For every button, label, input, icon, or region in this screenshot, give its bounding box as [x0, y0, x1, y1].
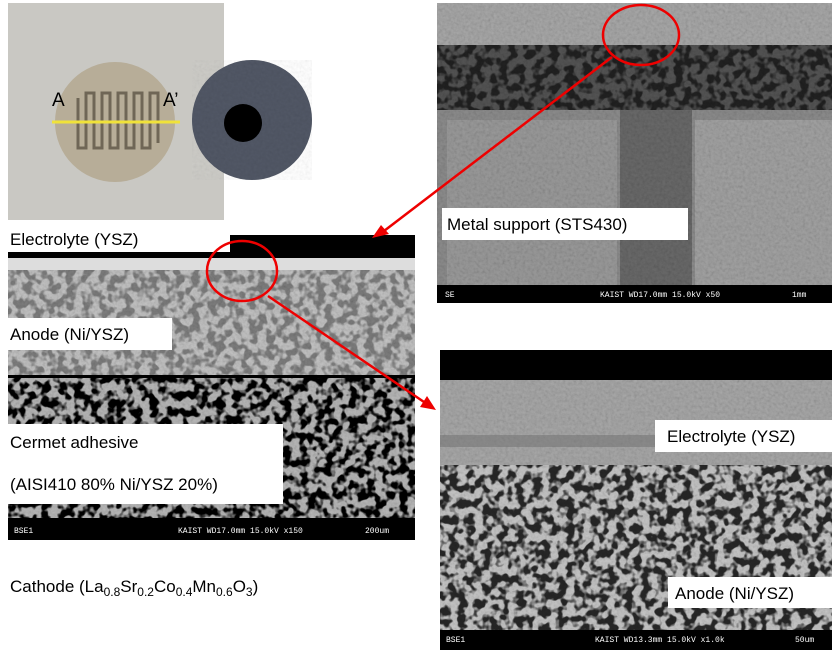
- text: Cathode (La: [10, 577, 104, 596]
- label: Metal support (STS430): [447, 215, 627, 234]
- sem-info: KAIST WD17.0mm 15.0kV x50: [600, 291, 720, 300]
- text: Mn: [192, 577, 216, 596]
- sem-image-right: Electrolyte (YSZ) Anode (Ni/YSZ) BSE1 KA…: [440, 350, 832, 650]
- sem-info: KAIST WD17.0mm 15.0kV x150: [178, 527, 303, 536]
- label: Electrolyte (YSZ): [10, 230, 138, 249]
- scale: 50um: [795, 636, 814, 645]
- detector: BSE1: [446, 636, 465, 645]
- label: Anode (Ni/YSZ): [675, 584, 794, 603]
- cathode-label: Cathode (La0.8Sr0.2Co0.4Mn0.6O3): [10, 577, 258, 599]
- page: A A’ Metal support (STS430) SE KAIST WD1…: [0, 0, 832, 653]
- sample-photo: A A’: [8, 3, 312, 220]
- text: Sr: [120, 577, 137, 596]
- section-label: A’: [163, 90, 178, 111]
- sem-image-top: Metal support (STS430) SE KAIST WD17.0mm…: [437, 3, 832, 303]
- sem-info: KAIST WD13.3mm 15.0kV x1.0k: [595, 636, 725, 645]
- label: Anode (Ni/YSZ): [10, 325, 129, 344]
- text: ): [253, 577, 259, 596]
- scale: 200um: [365, 527, 389, 536]
- detector: SE: [445, 291, 455, 300]
- subscript: 0.8: [104, 585, 121, 599]
- label: Electrolyte (YSZ): [667, 427, 795, 446]
- text: O: [233, 577, 246, 596]
- label: Cermet adhesive: [10, 433, 139, 452]
- sem-image-left: Electrolyte (YSZ) Anode (Ni/YSZ) Cermet …: [8, 224, 415, 540]
- subscript: 0.2: [137, 585, 154, 599]
- section-label: A: [52, 90, 65, 111]
- figure: A A’ Metal support (STS430) SE KAIST WD1…: [0, 0, 832, 653]
- text: Co: [154, 577, 176, 596]
- scale: 1mm: [792, 291, 807, 300]
- subscript: 0.6: [216, 585, 233, 599]
- subscript: 0.4: [176, 585, 193, 599]
- detector: BSE1: [14, 527, 33, 536]
- label: (AISI410 80% Ni/YSZ 20%): [10, 475, 218, 494]
